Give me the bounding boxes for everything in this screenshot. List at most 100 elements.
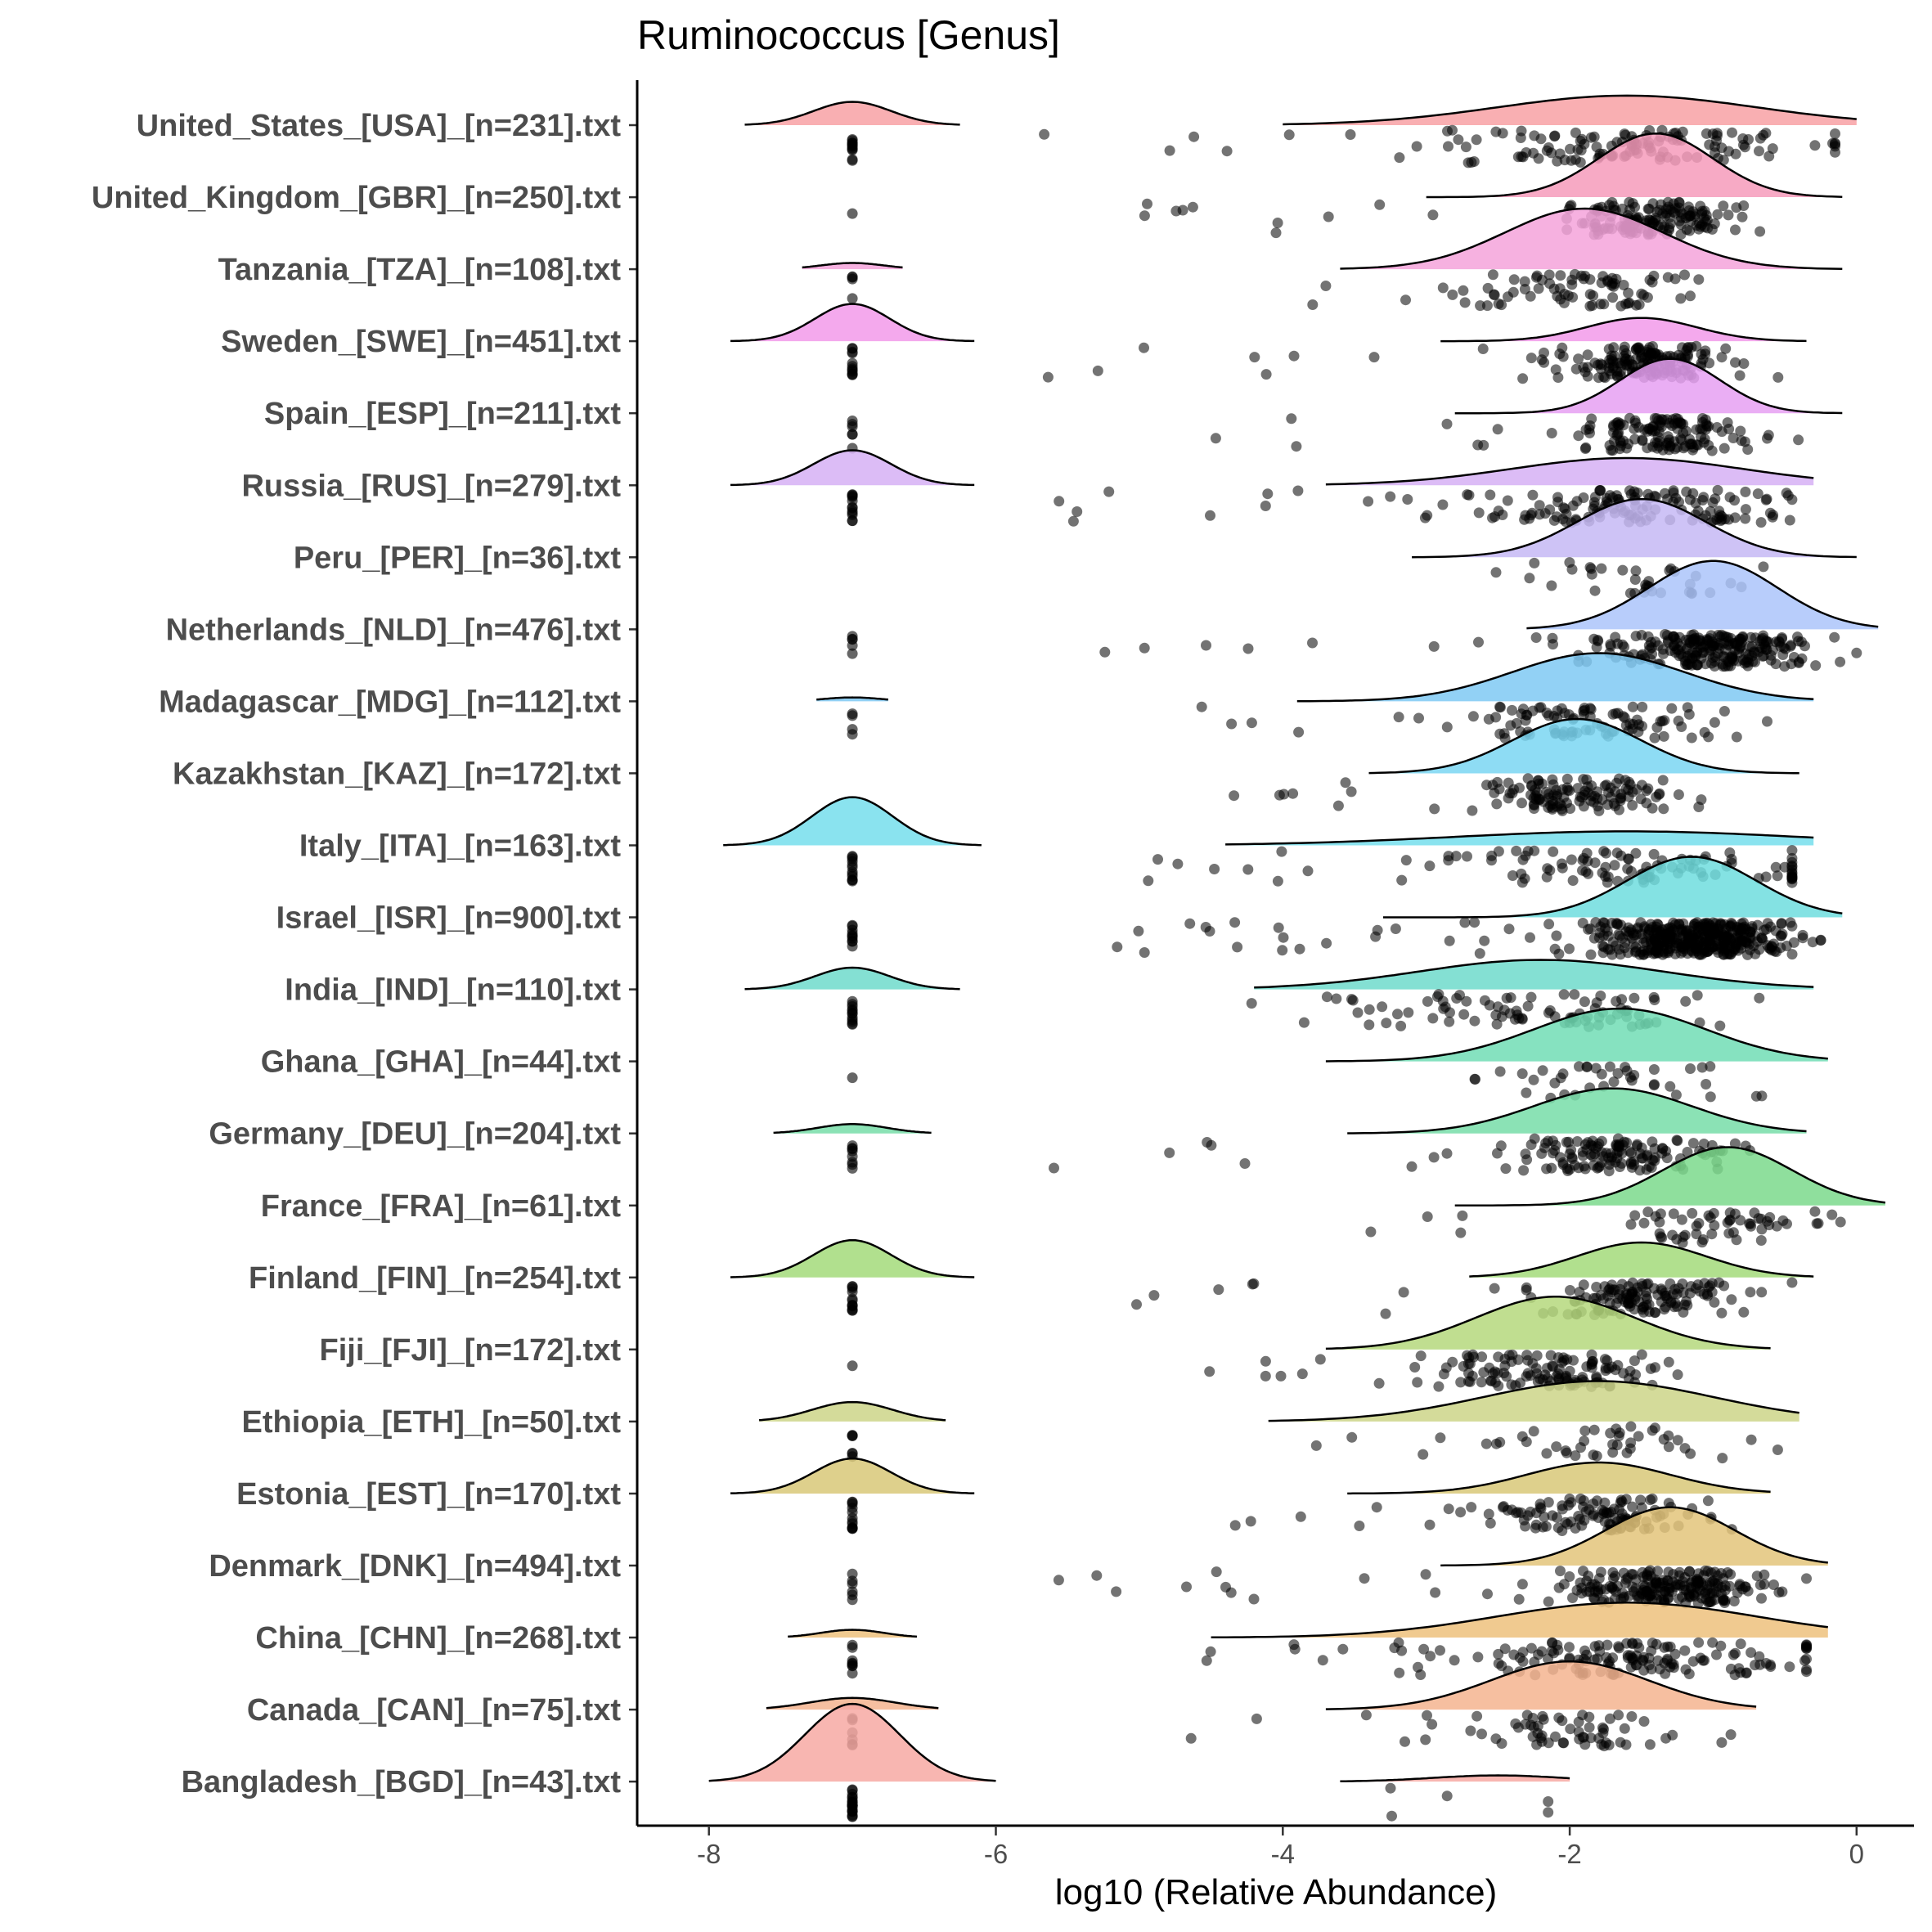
data-point	[1566, 1516, 1576, 1527]
data-point	[1616, 1148, 1628, 1159]
data-point	[1722, 631, 1733, 643]
data-point	[847, 710, 858, 721]
data-point	[1629, 1210, 1641, 1221]
data-point	[1716, 352, 1728, 363]
data-point	[1360, 1710, 1372, 1721]
data-point	[1184, 918, 1196, 929]
data-point	[1728, 1649, 1739, 1660]
data-point	[1617, 564, 1629, 576]
zero-density-ridge	[730, 1240, 975, 1278]
data-point	[1786, 845, 1798, 856]
data-point	[1572, 144, 1584, 155]
data-point	[1422, 1710, 1432, 1721]
data-point	[1042, 371, 1054, 383]
data-point	[1049, 1162, 1059, 1174]
data-point	[1651, 1593, 1662, 1605]
data-point	[1346, 1431, 1358, 1443]
density-ridge	[1426, 133, 1843, 198]
data-point	[1447, 124, 1458, 136]
data-point	[1547, 774, 1558, 785]
data-point	[1525, 1506, 1536, 1517]
data-point	[1607, 1439, 1619, 1450]
data-point	[1575, 157, 1586, 168]
data-point	[1494, 701, 1505, 712]
category-label: Ethiopia_[ETH]_[n=50].txt	[242, 1405, 622, 1440]
data-point	[1604, 1061, 1615, 1072]
data-point	[1425, 1651, 1436, 1662]
data-point	[1788, 937, 1799, 948]
data-point	[1565, 1723, 1576, 1735]
data-point	[1625, 488, 1637, 500]
data-point	[1534, 500, 1545, 511]
data-point	[1392, 1009, 1403, 1020]
data-point	[1520, 1719, 1531, 1730]
data-point	[1473, 507, 1485, 519]
data-point	[1707, 1637, 1719, 1648]
data-point	[1390, 923, 1401, 934]
density-ridge	[1325, 1009, 1828, 1062]
data-point	[1705, 1212, 1716, 1224]
zero-density-ridge	[730, 1458, 975, 1494]
data-point	[1054, 496, 1065, 507]
series-group	[773, 1087, 1807, 1177]
data-point	[1589, 357, 1601, 369]
data-point	[1527, 489, 1539, 501]
data-point	[1679, 441, 1691, 452]
data-point	[1364, 1004, 1375, 1015]
data-point	[1810, 660, 1822, 672]
data-point	[1701, 1079, 1712, 1090]
data-point	[1272, 875, 1283, 887]
data-point	[1470, 1074, 1480, 1085]
data-point	[1172, 858, 1184, 869]
data-point	[847, 343, 858, 354]
density-outline	[1325, 1660, 1757, 1710]
x-axis-ticks: -8 -6 -4 -2 0	[697, 1826, 1864, 1869]
category-label: Denmark_[DNK]_[n=494].txt	[209, 1549, 621, 1584]
data-point	[1574, 1733, 1585, 1745]
data-point	[1560, 1445, 1571, 1457]
data-point	[847, 851, 858, 862]
density-ridge	[1254, 959, 1814, 990]
data-point	[1225, 1587, 1237, 1598]
data-point	[1549, 130, 1561, 142]
data-point	[1565, 803, 1576, 814]
data-point	[1464, 1376, 1476, 1387]
data-point	[1716, 426, 1728, 438]
data-point	[1490, 126, 1502, 137]
data-point	[1745, 1218, 1756, 1229]
data-point	[1675, 433, 1687, 444]
data-point	[1403, 1007, 1414, 1018]
zero-density-outline	[788, 1629, 918, 1638]
data-point	[1551, 930, 1562, 941]
data-point	[1620, 353, 1631, 364]
data-point	[1450, 851, 1462, 862]
data-point	[1580, 1506, 1592, 1517]
data-point	[1730, 357, 1741, 368]
data-point	[1537, 1065, 1548, 1076]
data-point	[1205, 510, 1215, 521]
data-point	[1740, 486, 1751, 497]
data-point	[1797, 929, 1808, 941]
data-point	[1517, 1647, 1529, 1658]
category-labels: United_States_[USA]_[n=231].txt United_Ki…	[92, 109, 637, 1799]
data-point	[1627, 1501, 1638, 1512]
data-point	[1712, 209, 1723, 220]
data-point	[1687, 935, 1698, 946]
data-point	[1177, 204, 1188, 216]
data-point	[1440, 1362, 1452, 1373]
data-point	[1364, 1019, 1375, 1031]
density-ridge	[1340, 209, 1843, 270]
data-point	[1455, 1507, 1467, 1518]
data-point	[1543, 1497, 1554, 1508]
data-point	[1293, 726, 1305, 738]
data-point	[1544, 865, 1556, 876]
data-point	[1580, 866, 1592, 878]
data-point	[1441, 721, 1453, 733]
data-point	[1616, 1496, 1628, 1507]
data-point	[1691, 638, 1702, 649]
data-point	[1536, 1646, 1548, 1657]
data-point	[1447, 289, 1458, 300]
data-point	[1321, 991, 1332, 1003]
data-point	[1443, 851, 1454, 862]
data-point	[1581, 774, 1593, 785]
